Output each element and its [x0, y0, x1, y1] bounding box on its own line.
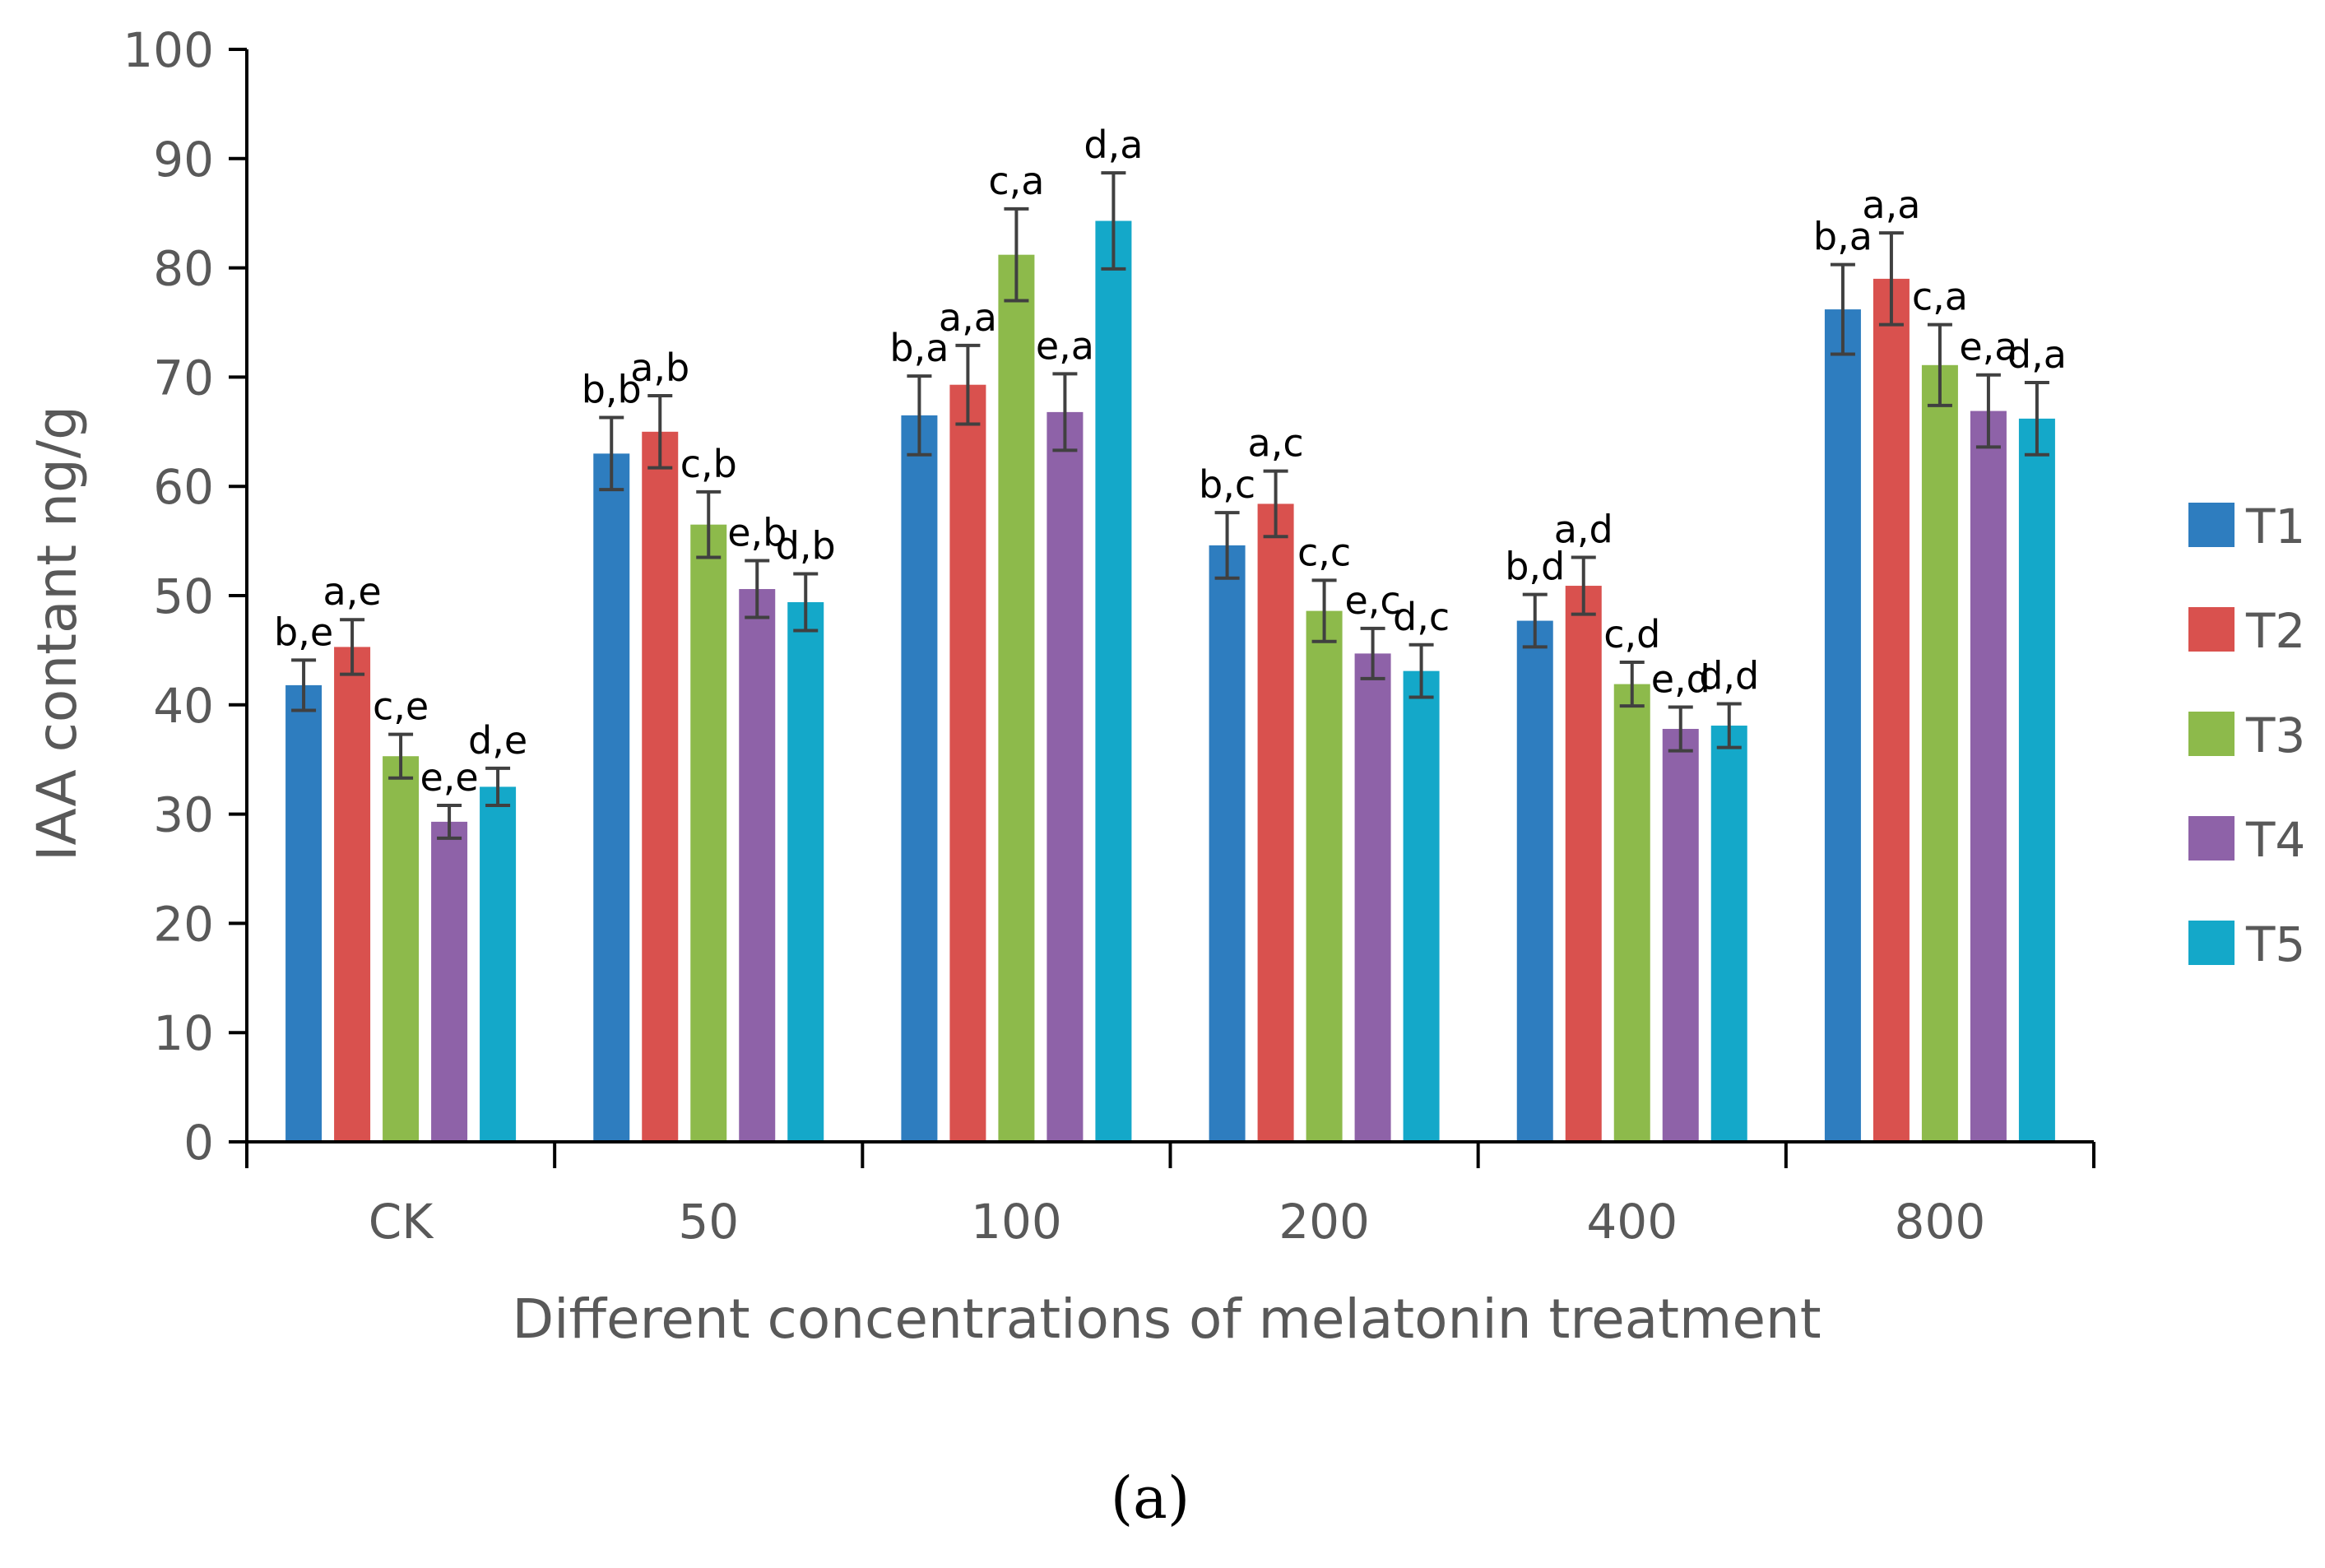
data-label: c,a	[988, 159, 1044, 203]
y-tick-label: 80	[153, 241, 214, 297]
x-tick-label: 100	[971, 1194, 1062, 1250]
data-label: c,b	[680, 442, 737, 486]
data-label: a,b	[630, 346, 689, 390]
bar	[431, 821, 468, 1142]
legend-swatch	[2188, 816, 2235, 861]
bar	[1613, 684, 1650, 1142]
y-tick-label: 20	[153, 896, 214, 952]
data-label: d,c	[1393, 595, 1450, 639]
figure-caption: (a)	[1111, 1464, 1190, 1532]
bar	[1516, 620, 1553, 1142]
y-tick-label: 90	[153, 132, 214, 188]
bars	[285, 220, 2055, 1143]
data-label: d,d	[1699, 653, 1759, 698]
bar	[1257, 503, 1294, 1142]
data-label: b,a	[889, 326, 949, 370]
data-label: c,c	[1297, 530, 1351, 574]
bar	[1354, 653, 1391, 1142]
bar	[998, 254, 1035, 1142]
bar	[1873, 278, 1910, 1142]
data-label: b,d	[1505, 545, 1565, 589]
bar	[383, 756, 420, 1142]
data-label: e,c	[1344, 578, 1400, 623]
bar	[1209, 545, 1246, 1142]
data-label: e,a	[1036, 323, 1094, 368]
bar	[1970, 411, 2007, 1142]
data-label: d,a	[1084, 123, 1143, 167]
axes	[245, 49, 2094, 1144]
data-label: c,d	[1603, 612, 1660, 656]
bar	[1403, 670, 1440, 1142]
bar	[690, 524, 727, 1142]
bar	[1095, 220, 1132, 1143]
error-bars	[291, 171, 2049, 840]
y-tick-label: 60	[153, 459, 214, 515]
y-tick-label: 70	[153, 350, 214, 406]
y-tick-label: 30	[153, 787, 214, 843]
bar	[949, 384, 986, 1142]
y-tick-label: 10	[153, 1005, 214, 1061]
data-label: c,e	[373, 684, 429, 729]
data-label: b,c	[1199, 462, 1255, 507]
x-tick-label: 200	[1279, 1194, 1370, 1250]
bar	[1046, 411, 1084, 1142]
data-label: a,c	[1248, 421, 1304, 466]
bar	[334, 647, 371, 1142]
legend-swatch	[2188, 712, 2235, 756]
data-label: a,a	[1862, 183, 1920, 227]
bar	[1824, 309, 1861, 1143]
data-label: a,a	[939, 295, 997, 340]
legend-swatch	[2188, 921, 2235, 965]
data-label: c,a	[1912, 275, 1968, 319]
bar	[593, 453, 630, 1142]
bar	[1662, 729, 1699, 1142]
bar	[1306, 610, 1343, 1142]
data-label: e,d	[1651, 656, 1710, 701]
legend: T1 T2 T3 T4 T5	[2188, 499, 2305, 972]
x-tick-label: 800	[1895, 1194, 1986, 1250]
legend-label: T2	[2245, 603, 2305, 659]
y-axis-label: IAA contant ng/g	[26, 406, 89, 861]
data-label: d,a	[2007, 332, 2067, 377]
bar	[1565, 586, 1602, 1142]
x-tick-label: 50	[678, 1194, 739, 1250]
legend-label: T1	[2245, 499, 2305, 554]
bar	[739, 589, 776, 1142]
bar	[285, 684, 323, 1142]
data-label: a,e	[323, 569, 382, 614]
bar	[787, 601, 824, 1142]
y-tick-label: 50	[153, 568, 214, 624]
bar	[1710, 726, 1747, 1142]
legend-swatch	[2188, 607, 2235, 652]
legend-label: T3	[2245, 707, 2305, 763]
x-tick-label: CK	[369, 1194, 434, 1250]
data-label: e,b	[727, 511, 787, 555]
legend-label: T4	[2245, 812, 2305, 868]
legend-swatch	[2188, 503, 2235, 547]
data-label: e,a	[1959, 325, 2017, 369]
data-label: b,e	[274, 610, 333, 654]
bar	[2018, 418, 2055, 1142]
bar	[642, 431, 679, 1142]
x-tick-label: 400	[1586, 1194, 1678, 1250]
bar	[1921, 364, 1958, 1142]
data-label: b,b	[582, 368, 642, 412]
significance-labels: b,ea,ec,ee,ed,eb,ba,bc,be,bd,bb,aa,ac,ae…	[274, 123, 2067, 800]
data-label: a,d	[1554, 508, 1613, 552]
y-tick-label: 0	[183, 1115, 214, 1171]
data-label: b,a	[1813, 215, 1873, 259]
legend-label: T5	[2245, 916, 2305, 972]
y-tick-label: 100	[123, 22, 214, 78]
bar	[480, 786, 517, 1142]
y-tick-label: 40	[153, 678, 214, 734]
data-label: d,b	[776, 523, 836, 568]
x-axis-ticks: CK 50 100 200 400 800	[245, 1142, 2095, 1250]
data-label: d,e	[468, 718, 527, 763]
bar	[901, 415, 938, 1142]
y-axis-ticks: 0 10 20 30 40 50 60 70 80 90 100	[123, 22, 247, 1171]
x-axis-label: Different concentrations of melatonin tr…	[512, 1287, 1821, 1351]
data-label: e,e	[420, 755, 478, 800]
